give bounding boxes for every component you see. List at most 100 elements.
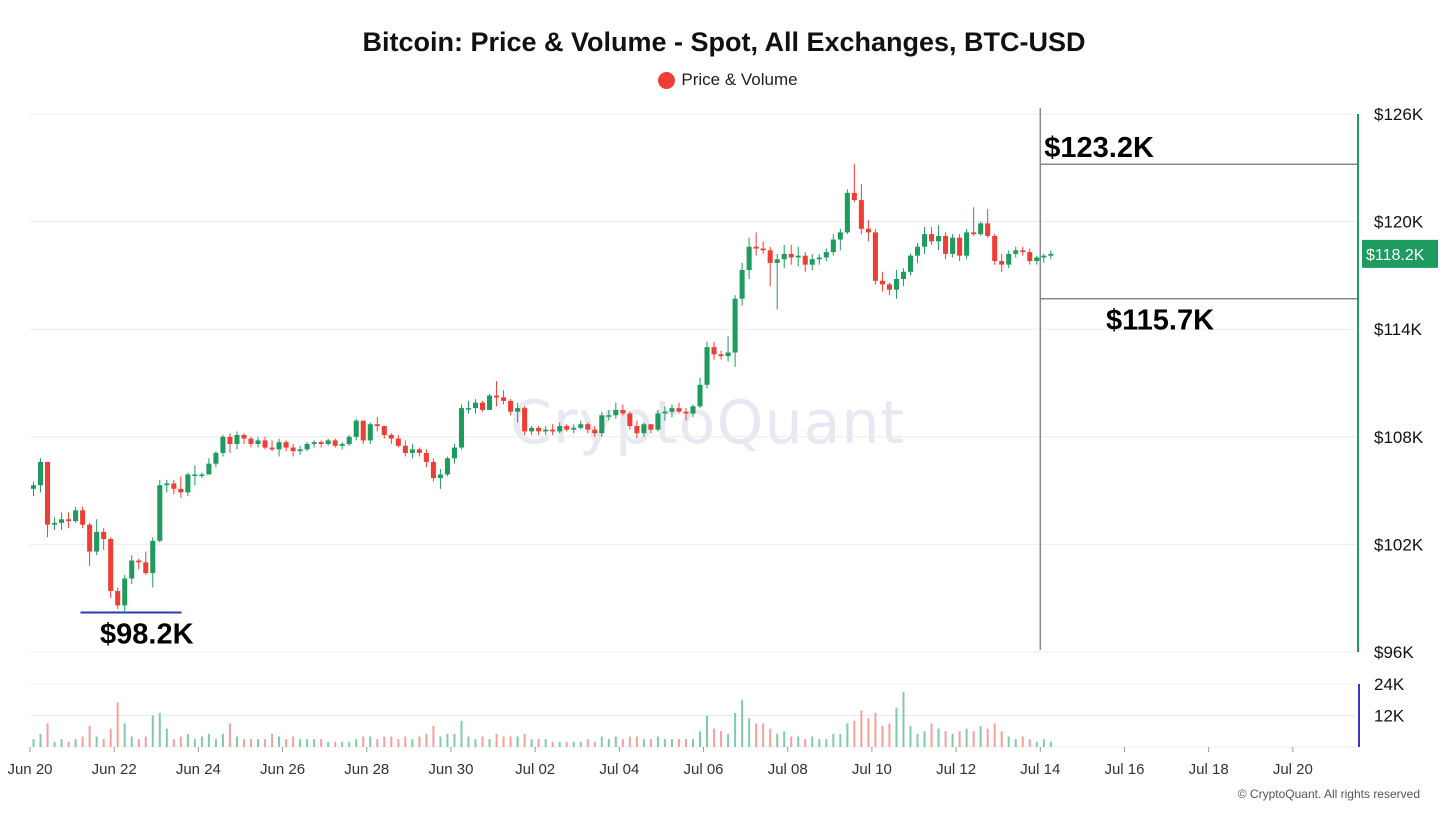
volume-bar — [860, 710, 863, 747]
candle-body — [157, 485, 163, 541]
volume-bar — [600, 736, 603, 747]
volume-bar — [937, 728, 940, 747]
volume-bar — [544, 739, 547, 747]
candle-body — [900, 271, 907, 279]
candle-body — [402, 445, 408, 453]
volume-bar — [362, 736, 365, 747]
time-tick-label: Jul 12 — [936, 761, 976, 778]
candle-body — [550, 429, 556, 432]
candle-body — [599, 415, 605, 434]
candle-body — [30, 485, 37, 489]
candle-body — [781, 253, 787, 260]
volume-bar — [537, 739, 540, 747]
volume-bar — [369, 736, 372, 747]
volume-bar — [320, 739, 323, 747]
candle-body — [129, 560, 135, 579]
volume-bar — [979, 726, 982, 747]
candle-body — [318, 442, 324, 444]
candle-body — [360, 420, 366, 441]
candle-body — [999, 261, 1005, 265]
candle-body — [978, 223, 984, 235]
volume-tick-label: 24K — [1374, 675, 1405, 694]
volume-bar — [32, 739, 35, 747]
volume-bar — [895, 707, 898, 747]
candle-body — [108, 539, 114, 592]
candle-body — [529, 427, 535, 432]
volume-bar — [74, 739, 77, 747]
candle-body — [858, 200, 864, 229]
volume-bar — [502, 736, 505, 747]
candlestick-series — [30, 164, 1054, 613]
volume-bar — [909, 726, 912, 747]
volume-bar — [285, 739, 288, 747]
time-tick-label: Jun 26 — [260, 761, 305, 778]
candle-body — [374, 424, 380, 427]
current-price-badge — [1362, 239, 1438, 268]
volume-bar — [853, 720, 856, 747]
volume-bar — [699, 731, 702, 747]
candle-body — [262, 440, 268, 448]
candle-body — [536, 427, 542, 432]
candle-body — [725, 352, 731, 357]
volume-bar — [488, 739, 491, 747]
candle-body — [213, 452, 219, 464]
candle-body — [613, 409, 619, 416]
candle-body — [641, 424, 647, 434]
volume-bar — [158, 712, 161, 747]
volume-bar — [902, 691, 905, 747]
volume-bar — [264, 739, 267, 747]
candle-body — [143, 562, 149, 574]
candle-body — [339, 443, 345, 446]
candle-body — [971, 232, 977, 235]
candle-body — [1041, 255, 1047, 258]
candle-body — [964, 232, 970, 256]
price-tick-label: $102K — [1374, 535, 1424, 554]
candle-body — [248, 438, 254, 444]
candle-body — [150, 540, 156, 574]
candle-body — [73, 510, 79, 522]
chart-title: Bitcoin: Price & Volume - Spot, All Exch… — [362, 27, 1086, 57]
candle-body — [136, 560, 142, 563]
price-tick-label: $120K — [1374, 213, 1424, 232]
candle-body — [907, 255, 914, 272]
candle-body — [94, 531, 100, 552]
volume-bar — [67, 741, 70, 747]
chart-legend[interactable]: Price & Volume — [0, 70, 1456, 90]
candle-body — [59, 519, 65, 523]
volume-bar — [102, 739, 105, 747]
candle-body — [985, 223, 991, 236]
candle-body — [206, 463, 212, 475]
volume-bar — [551, 741, 554, 747]
candle-body — [1048, 253, 1054, 256]
volume-bar — [278, 736, 281, 747]
volume-bar — [951, 733, 954, 747]
volume-bar — [193, 739, 196, 747]
candle-body — [837, 232, 843, 240]
candle-body — [816, 257, 822, 260]
volume-bar — [558, 741, 561, 747]
volume-bar — [593, 741, 596, 747]
time-tick-label: Jul 14 — [1020, 761, 1060, 778]
candle-body — [241, 435, 247, 439]
candle-body — [704, 347, 710, 385]
time-axis: Jun 20 Jun 22 Jun 24 Jun 26 Jun 28 Jun 30 Jul … — [7, 747, 1313, 778]
candle-body — [367, 424, 373, 441]
candle-body — [45, 461, 51, 525]
volume-bar — [299, 739, 302, 747]
candle-body — [178, 488, 184, 493]
time-tick-label: Jul 20 — [1273, 761, 1313, 778]
candle-body — [830, 239, 836, 253]
candle-body — [886, 284, 892, 290]
candle-body — [508, 400, 514, 412]
candle-body — [465, 408, 472, 410]
volume-bar — [986, 728, 989, 747]
candle-body — [1027, 252, 1033, 262]
volume-bar — [214, 739, 217, 747]
volume-bar — [383, 736, 386, 747]
current-price-label: $118.2K — [1366, 247, 1425, 264]
candle-body — [571, 427, 577, 430]
volume-bar — [495, 733, 498, 747]
candle-body — [444, 458, 450, 475]
volume-bar — [116, 702, 119, 747]
